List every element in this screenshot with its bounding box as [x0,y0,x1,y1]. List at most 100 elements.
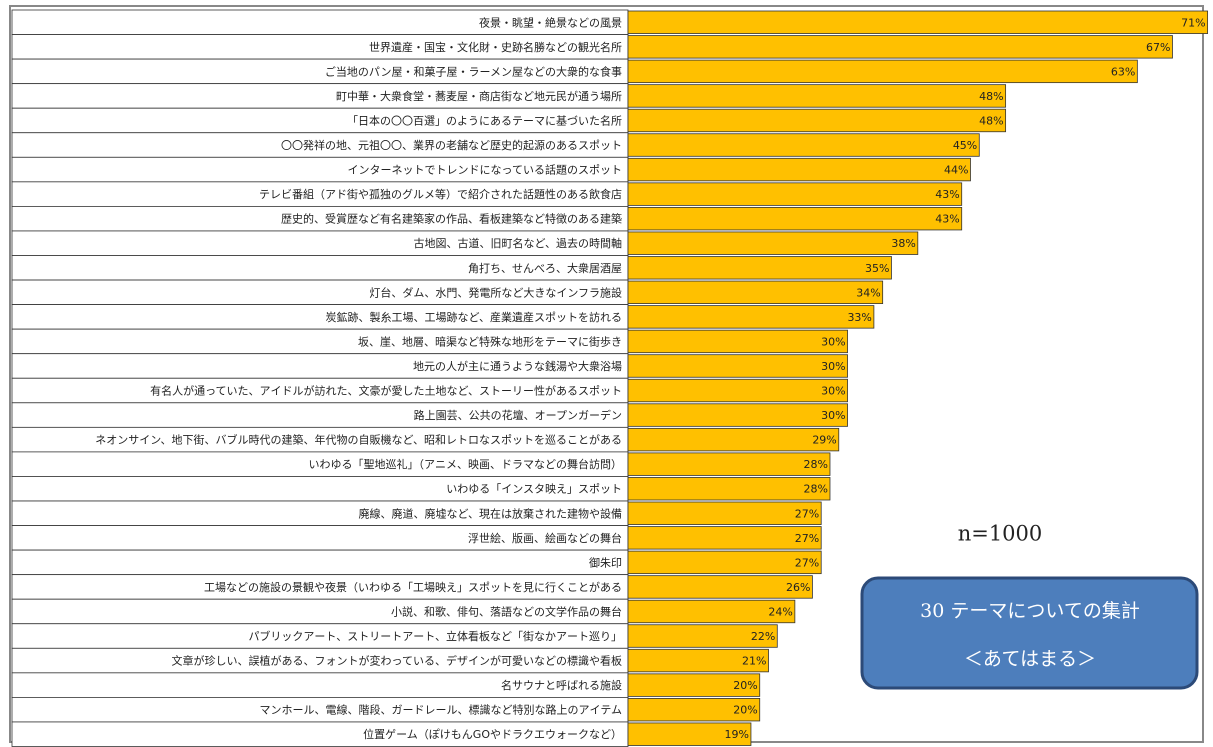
bar [627,133,980,157]
note-line: 30 テーマについての集計 [920,600,1140,622]
bar [627,206,963,231]
category-label: 灯台、ダム、水門、発電所など大きなインフラ施設 [369,285,622,299]
label-cell [11,476,629,502]
category-label: 位置ゲーム（ぽけもんGOやドラクエウォークなど） [363,727,622,741]
label-cell [11,500,629,526]
bar [627,477,831,501]
label-cell [11,697,629,723]
bar [627,182,963,206]
value-label: 30% [821,360,845,373]
category-label: マンホール、電線、階段、ガードレール、標識など特別な路上のアイテム [260,703,622,717]
value-label: 29% [812,434,836,447]
bar [627,280,884,304]
bar [627,108,1007,133]
value-label: 35% [865,262,889,275]
category-label: テレビ番組（アド街や孤独のグルメ等）で紹介された話題性のある飲食店 [259,187,622,201]
label-cell [11,34,629,60]
bar [627,84,1007,108]
bar [627,599,796,624]
bar [627,648,769,673]
bar [627,59,1138,84]
label-cell [11,377,629,404]
value-label: 38% [891,237,915,250]
category-label: 角打ち、せんべろ、大衆居酒屋 [468,261,622,275]
category-label: 「日本の〇〇百選」のようにあるテーマに基づいた名所 [347,113,622,127]
bar [627,256,892,280]
label-cell [11,255,629,281]
label-cell [11,451,629,477]
value-label: 34% [856,286,880,299]
category-label: 世界遺産・国宝・文化財・史跡名勝などの観光名所 [369,40,622,54]
sample-size: n=1000 [958,522,1043,546]
value-label: 43% [935,188,959,201]
label-cell [11,623,629,649]
label-cell [11,107,629,134]
category-label: 浮世絵、版画、絵画などの舞台 [468,531,622,545]
category-label: ネオンサイン、地下街、バブル時代の建築、年代物の自販機など、昭和レトロなスポット… [95,433,622,447]
label-cell [11,9,629,35]
label-cell [11,426,629,453]
value-label: 20% [733,679,757,692]
value-label: 67% [1146,41,1170,54]
category-label: 名サウナと呼ばれる施設 [501,678,622,692]
category-label: いわゆる「聖地巡礼」（アニメ、映画、ドラマなどの舞台訪問） [309,457,623,471]
bar [627,354,848,378]
note-line: ＜あてはまる＞ [964,648,1096,670]
category-label: 工場などの施設の景観や夜景（いわゆる「工場映え」スポットを見に行くことがある [204,580,622,594]
value-label: 30% [821,385,845,398]
bar [627,526,822,550]
category-label: 御朱印 [589,555,622,569]
value-label: 26% [786,581,810,594]
value-label: 45% [953,139,977,152]
value-label: 30% [821,335,845,348]
value-label: 19% [724,728,748,741]
bar [627,378,848,403]
category-label: ご当地のパン屋・和菓子屋・ラーメン屋などの大衆的な食事 [325,64,622,78]
value-label: 24% [768,605,792,618]
bar [627,403,848,427]
value-label: 27% [795,507,819,520]
value-label: 48% [979,114,1003,127]
value-label: 71% [1181,16,1205,29]
bar [627,550,822,575]
value-label: 33% [847,311,871,324]
label-cell [11,402,629,428]
category-label: 文章が珍しい、誤植がある、フォントが変わっている、デザインが可愛いなどの標識や看… [172,654,622,668]
bar [627,722,752,746]
category-label: 炭鉱跡、製糸工場、工場跡など、産業遺産スポットを訪れる [326,310,622,324]
bar [627,305,875,329]
bar [627,10,1209,34]
bar [627,452,831,476]
category-label: 坂、崖、地層、暗渠など特殊な地形をテーマに街歩き [358,334,622,348]
value-label: 27% [795,556,819,569]
bar [627,673,761,697]
value-label: 22% [751,630,775,643]
label-cell [11,598,629,625]
bar [627,35,1173,59]
category-label: いわゆる「インスタ映え」スポット [446,483,622,496]
value-label: 21% [742,655,766,668]
bar [627,575,813,599]
value-label: 20% [733,704,757,717]
note-box [860,576,1199,690]
bar [627,698,761,722]
value-label: 63% [1111,65,1135,78]
category-label: 小説、和歌、俳句、落語などの文学作品の舞台 [391,604,622,618]
category-label: 〇〇発祥の地、元祖〇〇、業界の老舗など歴史的起源のあるスポット [281,138,622,152]
category-label: 歴史的、受賞歴など有名建築家の作品、看板建築など特徴のある建築 [281,212,622,226]
category-label: 有名人が通っていた、アイドルが訪れた、文豪が愛した土地など、ストーリー性があるス… [150,384,622,398]
bar [627,501,822,525]
label-cell [11,353,629,379]
value-label: 43% [935,213,959,226]
label-cell [11,647,629,674]
category-label: 夜景・眺望・絶景などの風景 [479,15,622,29]
value-label: 28% [804,458,828,471]
category-label: 廃線、廃道、廃墟など、現在は放棄された建物や設備 [359,506,622,520]
label-cell [11,721,629,747]
category-label: 地元の人が主に通うような銭湯や大衆浴場 [413,359,622,373]
value-label: 44% [944,164,968,177]
label-cell [11,156,629,183]
value-label: 28% [804,483,828,496]
category-label: パブリックアート、ストリートアート、立体看板など「街なかアート巡り」 [248,629,622,643]
